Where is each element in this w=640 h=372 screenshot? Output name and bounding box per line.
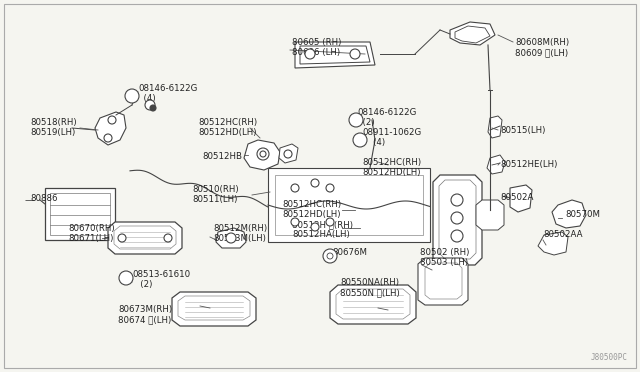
Text: 80676M: 80676M: [332, 248, 367, 257]
Text: 80510(RH)
80511(LH): 80510(RH) 80511(LH): [192, 185, 239, 204]
Circle shape: [145, 100, 155, 110]
Text: 80512H 　(RH)
80512HA(LH): 80512H (RH) 80512HA(LH): [292, 220, 353, 240]
Circle shape: [323, 249, 337, 263]
Polygon shape: [510, 185, 532, 212]
Circle shape: [349, 113, 363, 127]
Circle shape: [260, 151, 266, 157]
Text: 80605 (RH)
80606 (LH): 80605 (RH) 80606 (LH): [292, 38, 341, 57]
Circle shape: [125, 89, 139, 103]
Text: 08513-61610
   (2): 08513-61610 (2): [132, 270, 190, 289]
Polygon shape: [216, 228, 246, 248]
Text: 80670(RH)
80671(LH): 80670(RH) 80671(LH): [68, 224, 115, 243]
Circle shape: [451, 194, 463, 206]
Text: B: B: [129, 93, 134, 99]
Circle shape: [164, 234, 172, 242]
Polygon shape: [433, 175, 482, 265]
Polygon shape: [336, 289, 410, 319]
Polygon shape: [172, 292, 256, 326]
Circle shape: [284, 150, 292, 158]
Text: B: B: [124, 275, 129, 281]
Text: —: —: [24, 195, 34, 205]
Circle shape: [104, 134, 112, 142]
Text: 08146-6122G
  (4): 08146-6122G (4): [138, 84, 197, 103]
Circle shape: [118, 234, 126, 242]
Polygon shape: [476, 200, 504, 230]
Text: 80512HC(RH)
80512HD(LH): 80512HC(RH) 80512HD(LH): [282, 200, 341, 219]
Circle shape: [291, 218, 299, 226]
Circle shape: [311, 179, 319, 187]
Text: 80550NA(RH)
80550N 　(LH): 80550NA(RH) 80550N (LH): [340, 278, 400, 297]
Text: 80512HB: 80512HB: [202, 152, 242, 161]
Circle shape: [451, 212, 463, 224]
Circle shape: [326, 218, 334, 226]
Text: 80886: 80886: [30, 194, 58, 203]
Text: 80570M: 80570M: [565, 210, 600, 219]
Text: 80512HE(LH): 80512HE(LH): [500, 160, 557, 169]
Circle shape: [305, 49, 315, 59]
Text: 80608M(RH)
80609 　(LH): 80608M(RH) 80609 (LH): [515, 38, 569, 57]
Polygon shape: [108, 222, 182, 254]
Polygon shape: [300, 46, 370, 64]
Text: 80502A: 80502A: [500, 193, 533, 202]
Polygon shape: [295, 42, 375, 68]
Circle shape: [350, 49, 360, 59]
Circle shape: [353, 133, 367, 147]
Circle shape: [108, 116, 116, 124]
Text: 80518(RH)
80519(LH): 80518(RH) 80519(LH): [30, 118, 77, 137]
Polygon shape: [275, 175, 423, 235]
Circle shape: [326, 184, 334, 192]
Polygon shape: [455, 26, 490, 43]
Polygon shape: [418, 258, 468, 305]
Text: 80512HC(RH)
80512HD(LH): 80512HC(RH) 80512HD(LH): [198, 118, 257, 137]
Circle shape: [311, 223, 319, 231]
Polygon shape: [552, 200, 586, 228]
Circle shape: [150, 105, 156, 111]
Text: 80502 (RH)
80503 (LH): 80502 (RH) 80503 (LH): [420, 248, 469, 267]
Polygon shape: [268, 168, 430, 242]
Polygon shape: [538, 232, 568, 255]
Polygon shape: [95, 112, 126, 145]
Circle shape: [451, 230, 463, 242]
Polygon shape: [114, 226, 176, 249]
Circle shape: [291, 184, 299, 192]
Text: 80502AA: 80502AA: [543, 230, 582, 239]
Polygon shape: [178, 296, 250, 320]
Text: B: B: [353, 117, 358, 123]
Polygon shape: [487, 155, 505, 174]
Bar: [50, 193, 110, 235]
Text: N: N: [357, 137, 363, 143]
Circle shape: [119, 271, 133, 285]
Text: J80500PC: J80500PC: [591, 353, 628, 362]
Text: 08911-1062G
    (4): 08911-1062G (4): [362, 128, 421, 147]
Polygon shape: [488, 116, 502, 138]
Polygon shape: [279, 144, 298, 163]
Text: 08146-6122G
  (2): 08146-6122G (2): [357, 108, 417, 127]
Polygon shape: [425, 263, 462, 299]
Polygon shape: [450, 22, 495, 45]
Polygon shape: [330, 285, 416, 324]
Text: 80673M(RH)
80674 　(LH): 80673M(RH) 80674 (LH): [118, 305, 172, 324]
Circle shape: [226, 233, 236, 243]
Polygon shape: [439, 180, 476, 259]
Text: 80515(LH): 80515(LH): [500, 126, 545, 135]
Bar: [45, 188, 115, 240]
Circle shape: [327, 253, 333, 259]
Circle shape: [257, 148, 269, 160]
Text: 80512HC(RH)
80512HD(LH): 80512HC(RH) 80512HD(LH): [362, 158, 421, 177]
Polygon shape: [244, 140, 280, 170]
Text: 80512M(RH)
80513M(LH): 80512M(RH) 80513M(LH): [213, 224, 267, 243]
